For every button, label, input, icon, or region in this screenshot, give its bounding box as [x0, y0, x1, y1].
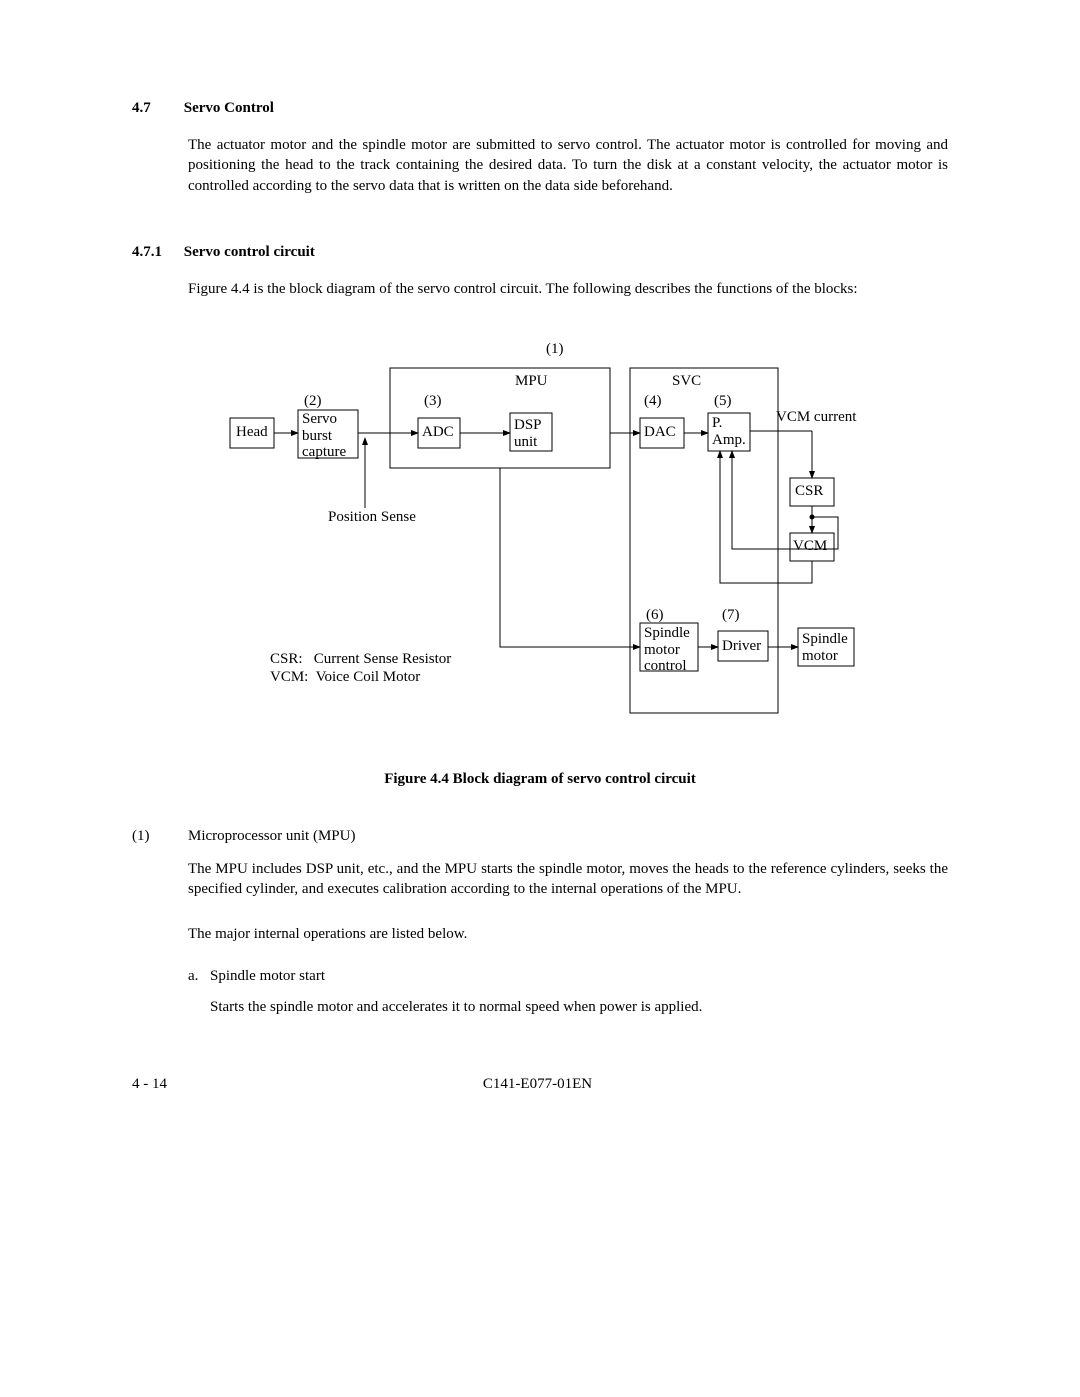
label-mpu: MPU [515, 373, 548, 390]
item-marker: (1) [132, 828, 188, 845]
sub-item-a-body: Starts the spindle motor and accelerates… [210, 999, 948, 1016]
label-dsp: DSP unit [514, 417, 542, 450]
footer-left: 4 - 14 [132, 1076, 167, 1093]
legend-vcm: VCM: Voice Coil Motor [270, 669, 420, 686]
label-pamp: P. Amp. [712, 415, 746, 448]
label-position-sense: Position Sense [328, 509, 416, 526]
label-spindle-motor: Spindle motor [802, 631, 848, 664]
section-number: 4.7 [132, 100, 180, 117]
page: 4.7 Servo Control The actuator motor and… [24, 0, 1056, 1153]
footer-center: C141-E077-01EN [483, 1076, 592, 1093]
label-n6: (6) [646, 607, 664, 624]
section-title: Servo control circuit [184, 244, 315, 260]
legend-csr: CSR: Current Sense Resistor [270, 651, 451, 668]
item-1-para-1: The MPU includes DSP unit, etc., and the… [188, 859, 948, 900]
label-servo-burst: Servo burst capture [302, 411, 346, 461]
section-4-7-1-heading: 4.7.1 Servo control circuit [132, 244, 948, 261]
label-dac: DAC [644, 424, 676, 441]
figure-caption: Figure 4.4 Block diagram of servo contro… [132, 771, 948, 788]
item-1-heading: (1) Microprocessor unit (MPU) [132, 828, 948, 845]
label-csr: CSR [795, 483, 823, 500]
label-svc: SVC [672, 373, 701, 390]
label-driver: Driver [722, 638, 761, 655]
label-n4: (4) [644, 393, 662, 410]
label-n1: (1) [546, 341, 564, 358]
label-n5: (5) [714, 393, 732, 410]
label-vcm: VCM [793, 538, 827, 555]
section-4-7-heading: 4.7 Servo Control [132, 100, 948, 117]
label-n3: (3) [424, 393, 442, 410]
sub-item-a-heading: a. Spindle motor start [188, 968, 948, 985]
section-4-7-1-body: Figure 4.4 is the block diagram of the s… [188, 279, 948, 299]
sub-list: a. Spindle motor start Starts the spindl… [188, 968, 948, 1016]
label-vcm-current: VCM current [776, 409, 856, 426]
sub-letter: a. [188, 968, 210, 985]
block-diagram: (1) MPU SVC (2) (3) (4) (5) Head Servo b… [220, 323, 860, 743]
label-n2: (2) [304, 393, 322, 410]
item-title: Microprocessor unit (MPU) [188, 828, 355, 845]
label-head: Head [236, 424, 268, 441]
item-1-para-2: The major internal operations are listed… [188, 924, 948, 944]
label-n7: (7) [722, 607, 740, 624]
label-spindle-ctrl: Spindle motor control [644, 625, 690, 675]
sub-title: Spindle motor start [210, 968, 325, 985]
section-title: Servo Control [184, 100, 274, 116]
label-adc: ADC [422, 424, 454, 441]
section-number: 4.7.1 [132, 244, 180, 261]
page-footer: 4 - 14 C141-E077-01EN [132, 1076, 948, 1093]
section-4-7-body: The actuator motor and the spindle motor… [188, 135, 948, 196]
